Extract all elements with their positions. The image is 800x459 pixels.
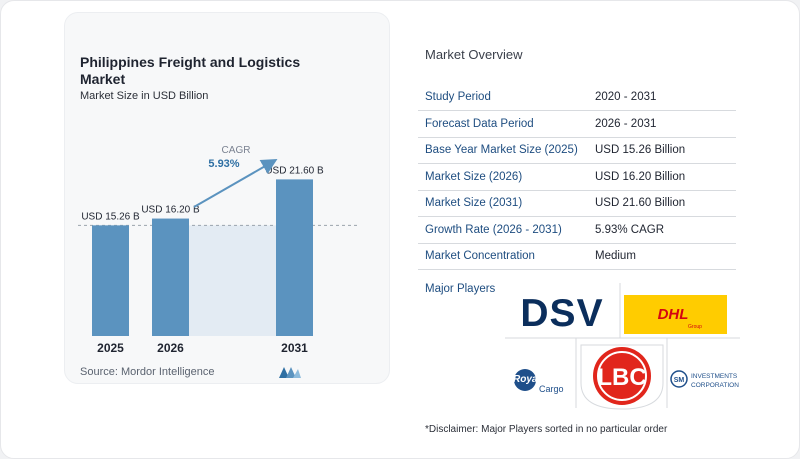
row-value: 2026 - 2031 bbox=[588, 110, 736, 138]
chart-background-band bbox=[189, 225, 276, 336]
row-value: 5.93% CAGR bbox=[588, 216, 736, 244]
cagr-label: CAGR bbox=[222, 145, 251, 156]
mordor-logo-icon bbox=[279, 367, 301, 378]
table-row: Growth Rate (2026 - 2031) 5.93% CAGR bbox=[418, 216, 736, 244]
table-row: Forecast Data Period 2026 - 2031 bbox=[418, 110, 736, 138]
dhl-logo: DHL Group bbox=[624, 295, 727, 334]
royal-cargo-logo: Royal Cargo bbox=[513, 369, 564, 394]
row-value: USD 16.20 Billion bbox=[588, 163, 736, 191]
dsv-logo: DSV bbox=[520, 292, 603, 335]
bar-2025 bbox=[92, 225, 129, 336]
chart-subtitle: Market Size in USD Billion bbox=[80, 90, 209, 102]
royal-cargo-text-2: Cargo bbox=[539, 384, 564, 394]
row-key: Market Size (2026) bbox=[418, 163, 588, 191]
chart-title: Philippines Freight and Logistics Market bbox=[80, 54, 301, 87]
x-tick-2026: 2026 bbox=[157, 341, 184, 355]
source-text: Source: Mordor Intelligence bbox=[80, 366, 215, 378]
row-value: USD 21.60 Billion bbox=[588, 190, 736, 217]
major-players-title: Major Players bbox=[425, 283, 496, 295]
lbc-logo-text: LBC bbox=[597, 364, 646, 391]
row-key: Study Period bbox=[418, 84, 588, 111]
data-label-2025: USD 15.26 B bbox=[81, 211, 140, 222]
row-value: USD 15.26 Billion bbox=[588, 137, 736, 164]
row-key: Growth Rate (2026 - 2031) bbox=[418, 216, 588, 244]
table-row: Market Size (2031) USD 21.60 Billion bbox=[418, 190, 736, 217]
data-label-2026: USD 16.20 B bbox=[141, 205, 200, 216]
dhl-logo-text: DHL bbox=[658, 306, 689, 323]
royal-cargo-text-1: Royal bbox=[513, 374, 540, 385]
row-key: Market Size (2031) bbox=[418, 190, 588, 217]
sm-text-2: CORPORATION bbox=[691, 382, 739, 389]
bar-2026 bbox=[152, 218, 189, 336]
major-players-logos: DSV DHL Group Royal Cargo LBC SM INVESTM… bbox=[505, 283, 740, 410]
bar-2031 bbox=[276, 179, 313, 336]
table-row: Market Concentration Medium bbox=[418, 243, 736, 270]
row-key: Market Concentration bbox=[418, 243, 588, 270]
market-overview-title: Market Overview bbox=[425, 47, 523, 62]
row-value: Medium bbox=[588, 243, 736, 270]
row-value: 2020 - 2031 bbox=[588, 84, 736, 111]
data-label-2031: USD 21.60 B bbox=[265, 165, 324, 176]
x-tick-2031: 2031 bbox=[281, 341, 308, 355]
lbc-logo: LBC bbox=[580, 344, 664, 410]
dsv-logo-text: DSV bbox=[520, 292, 603, 335]
table-row: Study Period 2020 - 2031 bbox=[418, 84, 736, 111]
table-row: Base Year Market Size (2025) USD 15.26 Bi… bbox=[418, 137, 736, 164]
sm-investments-logo: SM INVESTMENTS CORPORATION bbox=[670, 370, 739, 389]
sm-badge-text: SM bbox=[674, 377, 685, 384]
cagr-arrow bbox=[193, 159, 278, 208]
row-key: Forecast Data Period bbox=[418, 110, 588, 138]
x-tick-2025: 2025 bbox=[97, 341, 124, 355]
dhl-logo-subtext: Group bbox=[688, 324, 702, 330]
disclaimer-text: *Disclaimer: Major Players sorted in no … bbox=[425, 424, 668, 435]
sm-text-1: INVESTMENTS bbox=[691, 373, 738, 380]
row-key: Base Year Market Size (2025) bbox=[418, 137, 588, 164]
cagr-value: 5.93% bbox=[208, 158, 239, 170]
market-overview-table: Study Period 2020 - 2031 Forecast Data Pe… bbox=[418, 84, 736, 270]
table-row: Market Size (2026) USD 16.20 Billion bbox=[418, 163, 736, 191]
